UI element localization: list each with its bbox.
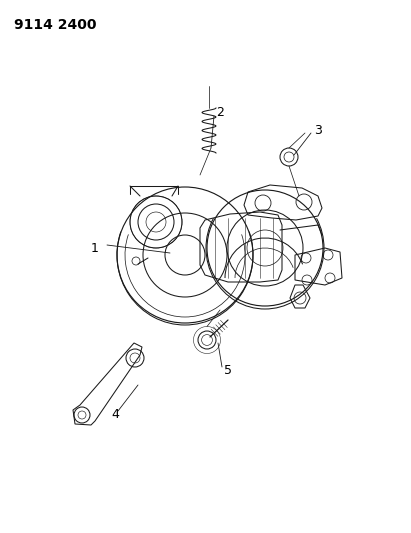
Text: 5: 5 bbox=[224, 364, 232, 376]
Text: 9114 2400: 9114 2400 bbox=[14, 18, 97, 32]
Text: 4: 4 bbox=[111, 408, 119, 422]
Text: 1: 1 bbox=[91, 241, 99, 254]
Text: 2: 2 bbox=[216, 107, 224, 119]
Text: 3: 3 bbox=[314, 124, 322, 136]
